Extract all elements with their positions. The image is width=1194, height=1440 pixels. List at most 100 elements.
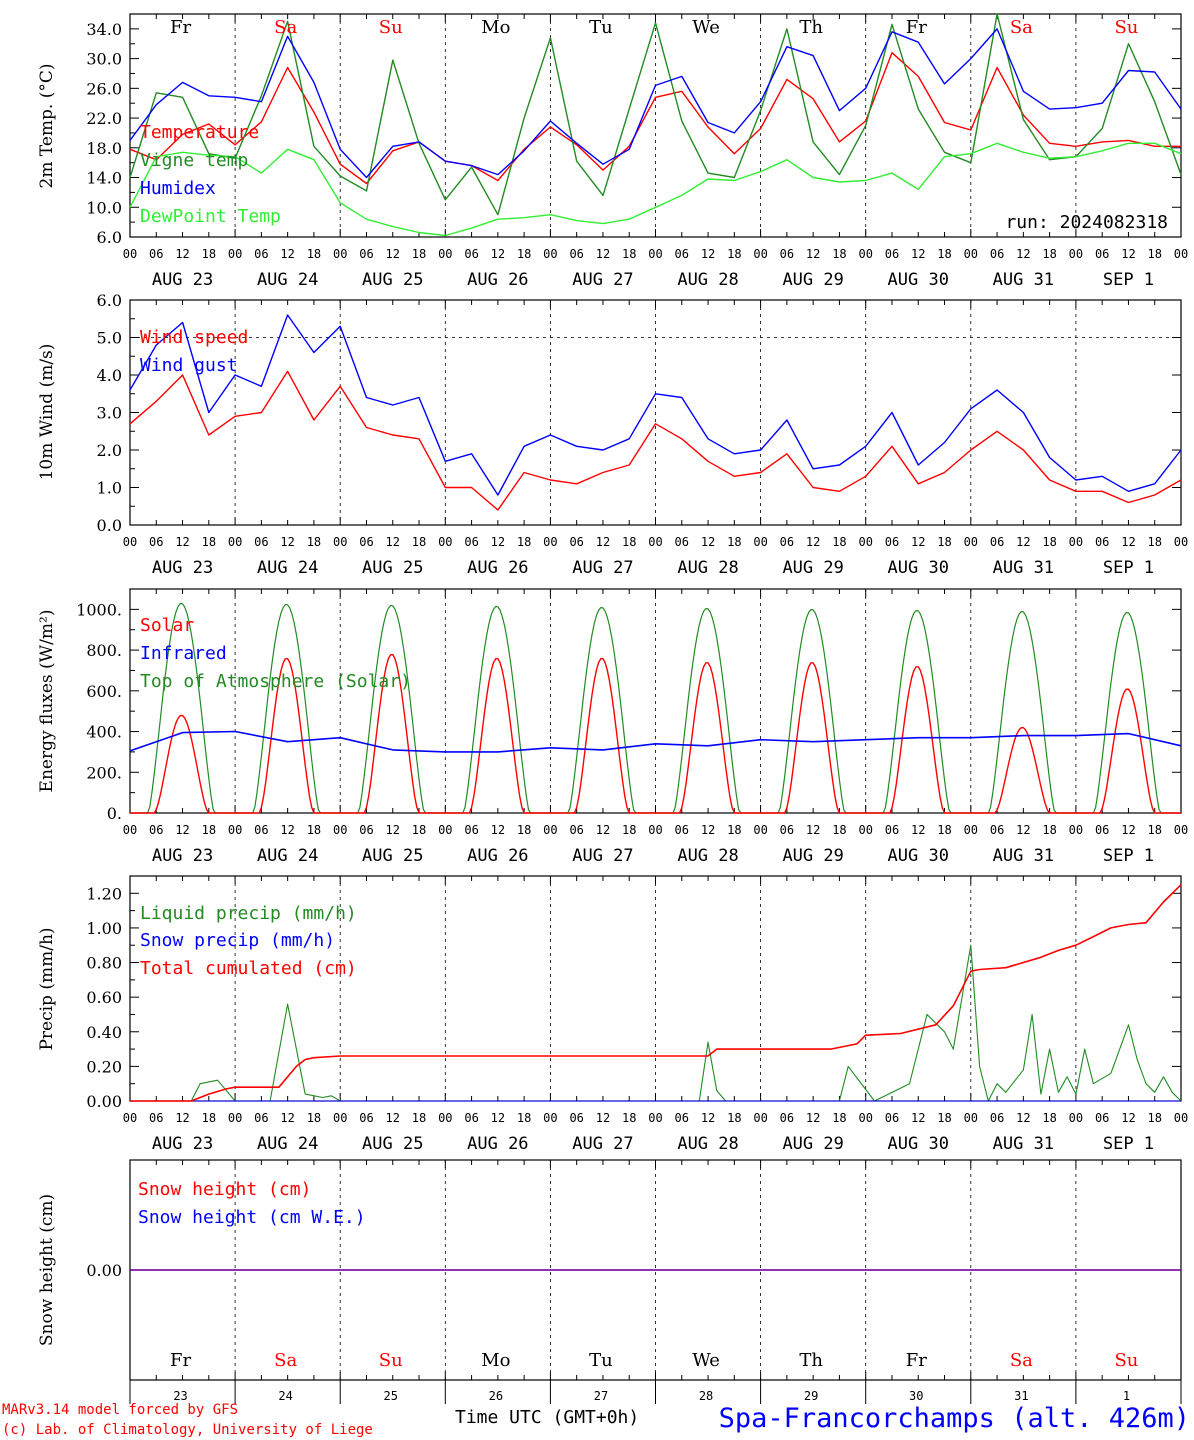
date-label: AUG 31	[993, 1134, 1054, 1154]
legend-entry: Snow height (cm)	[138, 1179, 311, 1200]
hour-label: 06	[254, 535, 268, 549]
hour-label: 06	[149, 1111, 163, 1125]
date-label: AUG 31	[993, 270, 1054, 290]
hour-label: 00	[648, 823, 662, 837]
y-tick-label: 5.0	[97, 329, 122, 348]
hour-label: 06	[1095, 535, 1109, 549]
time-axis-label: Time UTC (GMT+0h)	[455, 1407, 639, 1428]
hour-label: 06	[464, 1111, 478, 1125]
day-of-week-label: Fr	[170, 1350, 191, 1371]
hour-label: 18	[307, 247, 321, 261]
day-of-week-label: Su	[1114, 17, 1138, 38]
y-tick-label: 6.0	[97, 291, 122, 310]
series-liquid-precip-mm-h-	[130, 944, 1182, 1102]
series-solar	[130, 654, 1181, 814]
hour-label: 06	[464, 535, 478, 549]
y-tick-label: 4.0	[97, 366, 122, 385]
hour-label: 06	[675, 1111, 689, 1125]
day-of-week-label: Sa	[1010, 1350, 1033, 1371]
hour-label: 06	[990, 823, 1004, 837]
hour-label: 06	[359, 1111, 373, 1125]
day-number-label: 23	[173, 1389, 187, 1403]
day-number-label: 25	[384, 1389, 398, 1403]
hour-label: 18	[517, 535, 531, 549]
y-tick-label: 200.	[86, 763, 122, 782]
hour-label: 18	[202, 823, 216, 837]
y-tick-label: 0.20	[86, 1057, 122, 1076]
hour-label: 12	[280, 1111, 294, 1125]
hour-label: 18	[622, 823, 636, 837]
hour-label: 00	[1174, 535, 1188, 549]
text-layer: 6.010.014.018.022.026.030.034.02m Temp. …	[37, 17, 1188, 1403]
hour-label: 12	[175, 1111, 189, 1125]
hour-label: 06	[780, 247, 794, 261]
hour-label: 06	[1095, 1111, 1109, 1125]
hour-label: 06	[254, 1111, 268, 1125]
hour-label: 00	[753, 1111, 767, 1125]
hour-label: 00	[964, 823, 978, 837]
series-temperature	[129, 52, 1181, 185]
day-of-week-label: Sa	[274, 1350, 297, 1371]
footer-model-line: MARv3.14 model forced by GFS	[2, 1402, 238, 1418]
hour-label: 12	[175, 535, 189, 549]
hour-label: 18	[517, 247, 531, 261]
hour-label: 00	[333, 823, 347, 837]
hour-label: 00	[1069, 535, 1083, 549]
day-number-label: 27	[594, 1389, 608, 1403]
hour-label: 00	[333, 1111, 347, 1125]
hour-label: 18	[307, 1111, 321, 1125]
station-label: Spa-Francorchamps (alt. 426m)	[719, 1403, 1190, 1434]
date-label: AUG 28	[677, 558, 738, 578]
legend-entry: Vigne temp	[140, 150, 248, 171]
y-tick-label: 18.0	[86, 139, 122, 158]
series-humidex	[129, 28, 1182, 179]
y-tick-label: 400.	[86, 723, 122, 742]
hour-label: 12	[596, 247, 610, 261]
hour-label: 06	[464, 823, 478, 837]
hour-label: 00	[438, 535, 452, 549]
hour-label: 06	[569, 823, 583, 837]
date-label: AUG 28	[677, 846, 738, 866]
hour-label: 12	[491, 1111, 505, 1125]
legend-entry: Total cumulated (cm)	[140, 958, 357, 979]
y-tick-label: 800.	[86, 641, 122, 660]
y-tick-label: 1.20	[86, 884, 122, 903]
hour-label: 18	[937, 535, 951, 549]
hour-label: 18	[1042, 1111, 1056, 1125]
hour-label: 06	[990, 1111, 1004, 1125]
y-axis-label: Precip (mm/h)	[37, 927, 57, 1050]
hour-label: 12	[701, 823, 715, 837]
day-number-label: 24	[278, 1389, 292, 1403]
hour-label: 12	[806, 823, 820, 837]
hour-label: 00	[964, 247, 978, 261]
hour-label: 18	[412, 823, 426, 837]
y-tick-label: 0.60	[86, 988, 122, 1007]
hour-label: 06	[780, 535, 794, 549]
date-label: AUG 25	[362, 558, 423, 578]
hour-label: 12	[1121, 1111, 1135, 1125]
hour-label: 06	[885, 247, 899, 261]
hour-label: 12	[175, 247, 189, 261]
hour-label: 00	[753, 247, 767, 261]
legend-entry: Liquid precip (mm/h)	[140, 903, 357, 924]
hour-label: 18	[622, 535, 636, 549]
date-label: AUG 29	[782, 1134, 843, 1154]
date-label: SEP 1	[1103, 270, 1154, 290]
series-wind-gust	[129, 314, 1182, 496]
date-label: AUG 28	[677, 270, 738, 290]
hour-label: 18	[1042, 535, 1056, 549]
hour-label: 18	[937, 1111, 951, 1125]
hour-label: 00	[858, 247, 872, 261]
hour-label: 06	[1095, 247, 1109, 261]
hour-label: 12	[491, 247, 505, 261]
hour-label: 00	[438, 1111, 452, 1125]
day-of-week-label: We	[692, 17, 720, 38]
hour-label: 06	[675, 823, 689, 837]
hour-label: 06	[780, 1111, 794, 1125]
hour-label: 06	[569, 1111, 583, 1125]
date-label: AUG 23	[152, 1134, 213, 1154]
hour-label: 06	[885, 535, 899, 549]
hour-label: 12	[280, 247, 294, 261]
date-label: AUG 31	[993, 558, 1054, 578]
y-tick-label: 0.0	[97, 516, 122, 535]
